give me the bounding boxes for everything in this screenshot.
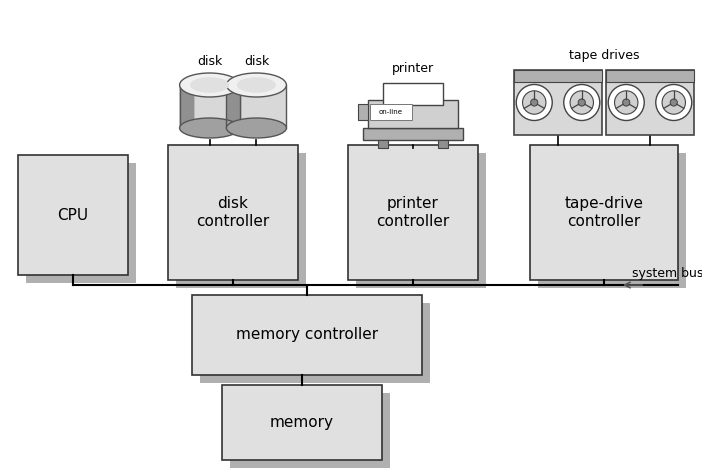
Text: disk
controller: disk controller: [197, 196, 270, 229]
Polygon shape: [180, 81, 194, 128]
Ellipse shape: [180, 73, 239, 97]
Text: disk: disk: [197, 55, 223, 68]
Polygon shape: [227, 85, 286, 128]
Polygon shape: [180, 85, 239, 128]
Bar: [200, 303, 430, 383]
Text: system bus: system bus: [632, 267, 702, 280]
Bar: [383, 83, 443, 105]
Bar: [192, 295, 422, 375]
Bar: [438, 140, 448, 148]
Circle shape: [570, 91, 593, 114]
Bar: [530, 145, 678, 280]
Circle shape: [623, 99, 630, 106]
Text: printer: printer: [392, 62, 434, 75]
Bar: [363, 128, 463, 140]
Bar: [222, 385, 382, 460]
Circle shape: [531, 99, 538, 106]
Bar: [606, 70, 694, 135]
Text: disk: disk: [244, 55, 269, 68]
Polygon shape: [241, 81, 286, 128]
Bar: [538, 153, 686, 288]
Ellipse shape: [227, 118, 286, 138]
Circle shape: [516, 84, 552, 121]
Bar: [26, 163, 136, 283]
Bar: [514, 70, 602, 135]
Text: printer
controller: printer controller: [376, 196, 449, 229]
Ellipse shape: [180, 118, 239, 138]
Text: tape drives: tape drives: [569, 49, 640, 62]
Text: memory: memory: [270, 415, 334, 430]
Bar: [370, 104, 412, 120]
Circle shape: [662, 91, 685, 114]
Text: on-line: on-line: [379, 109, 403, 115]
Bar: [168, 145, 298, 280]
Text: memory controller: memory controller: [236, 327, 378, 342]
Circle shape: [614, 91, 638, 114]
Circle shape: [522, 91, 546, 114]
Bar: [18, 155, 128, 275]
Bar: [358, 104, 368, 120]
Circle shape: [670, 99, 677, 106]
Bar: [378, 140, 388, 148]
Circle shape: [564, 84, 600, 121]
Circle shape: [578, 99, 585, 106]
Text: CPU: CPU: [58, 208, 88, 222]
Polygon shape: [194, 81, 239, 128]
Bar: [514, 70, 602, 82]
Circle shape: [608, 84, 644, 121]
Bar: [230, 393, 390, 468]
Ellipse shape: [227, 73, 286, 97]
Text: tape-drive
controller: tape-drive controller: [564, 196, 644, 229]
Bar: [606, 70, 694, 82]
Bar: [176, 153, 306, 288]
Ellipse shape: [237, 77, 276, 93]
Bar: [368, 100, 458, 128]
Bar: [348, 145, 478, 280]
Bar: [356, 153, 486, 288]
Ellipse shape: [190, 77, 229, 93]
Circle shape: [656, 84, 691, 121]
Polygon shape: [227, 81, 241, 128]
